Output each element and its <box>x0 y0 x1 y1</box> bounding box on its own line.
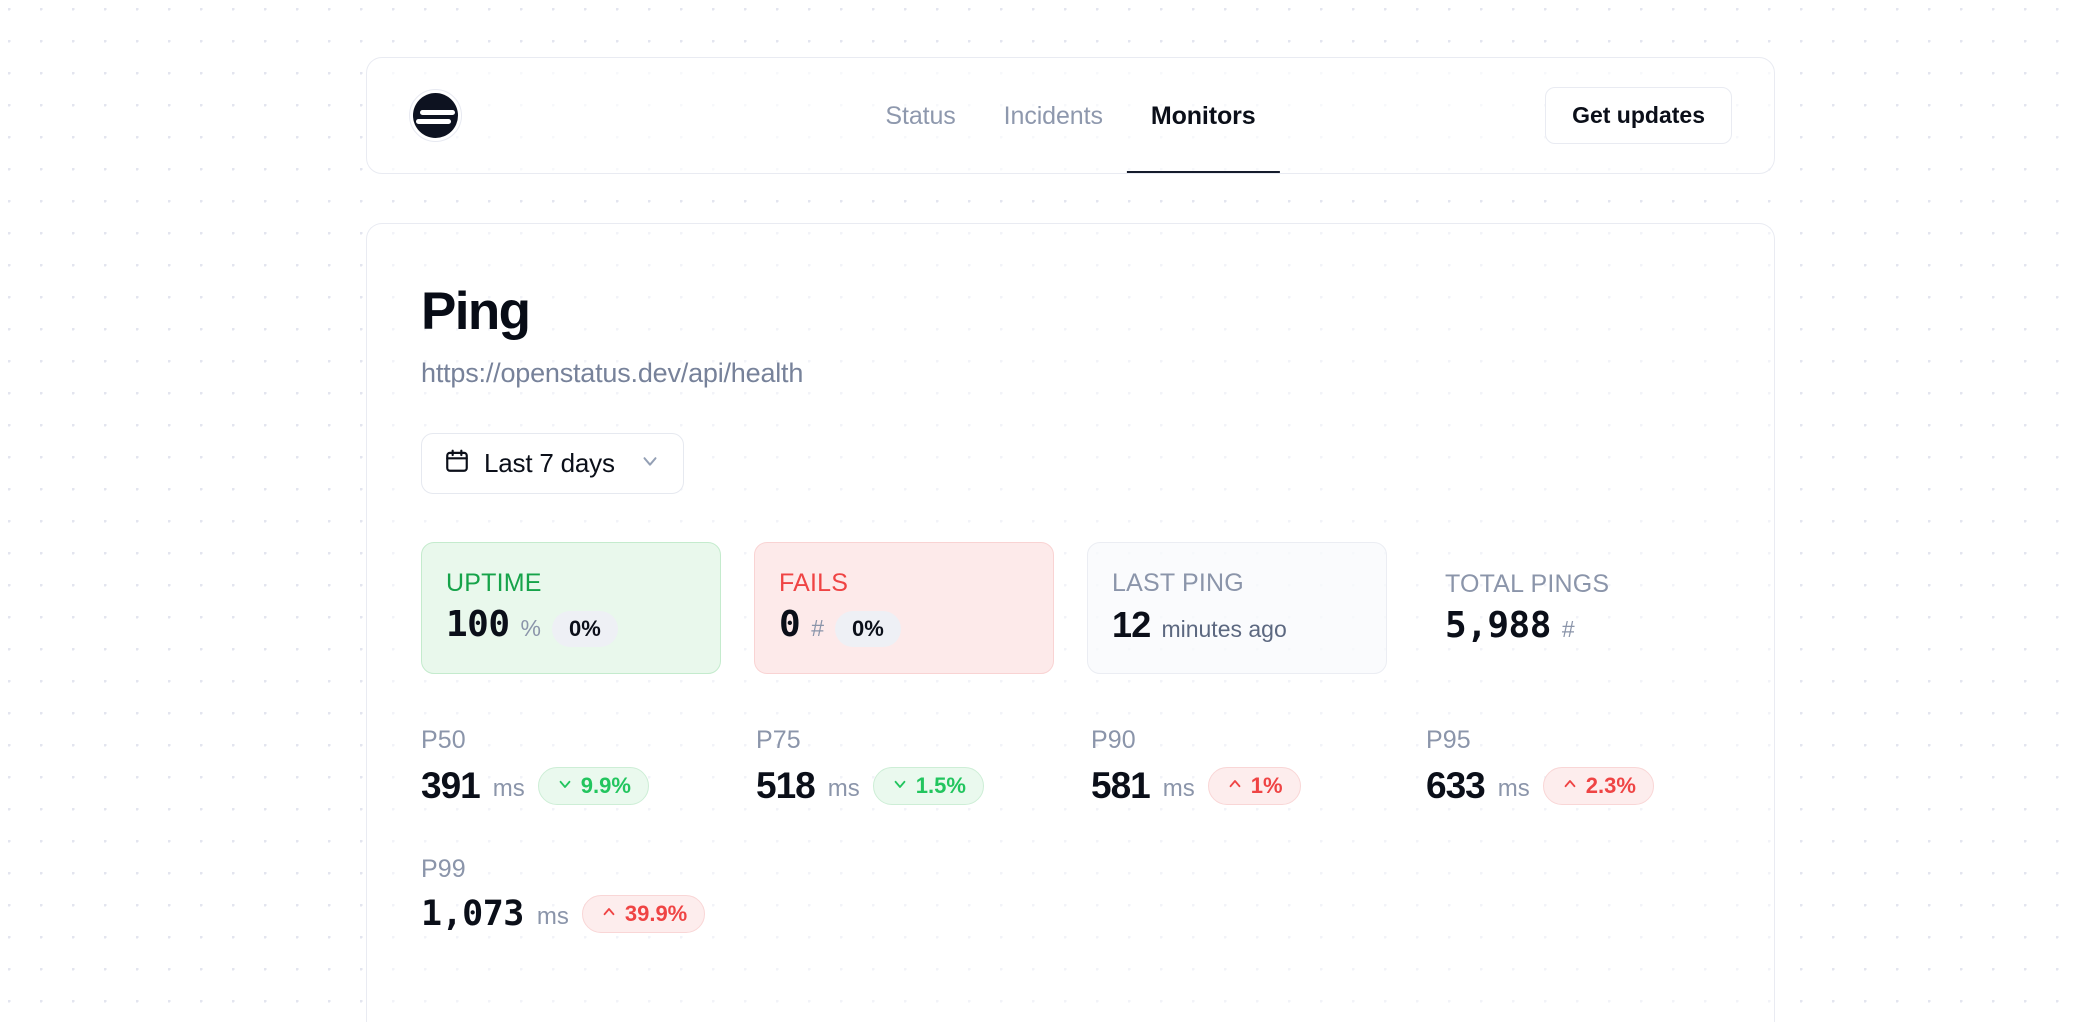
stat-number-last-ping: 12 <box>1112 604 1151 646</box>
percentile-delta-label-p75: 1.5% <box>915 772 966 798</box>
stat-value-last-ping: 12 minutes ago <box>1112 604 1362 646</box>
stat-badge-fails: 0% <box>834 610 901 647</box>
percentile-delta-label-p90: 1% <box>1250 772 1283 798</box>
openstatus-logo-icon[interactable] <box>409 89 462 142</box>
percentile-unit-p75: ms <box>827 774 860 802</box>
percentile-p50: P50 391 ms 9.9% <box>421 726 756 807</box>
primary-nav: Status Incidents Monitors <box>861 58 1280 173</box>
percentile-label-p75: P75 <box>756 725 801 754</box>
chevron-down-icon <box>556 775 574 797</box>
chevron-up-icon <box>1561 775 1579 797</box>
percentile-value-p50: 391 <box>421 764 481 806</box>
stat-label-uptime: UPTIME <box>446 568 542 597</box>
percentile-unit-p50: ms <box>492 774 525 802</box>
percentile-p90: P90 581 ms 1% <box>1091 726 1426 807</box>
stat-unit-fails: # <box>811 614 824 641</box>
percentile-delta-p95: 2.3% <box>1542 766 1654 805</box>
calendar-icon <box>444 448 470 479</box>
percentile-value-p90: 581 <box>1091 764 1151 806</box>
page-title: Ping <box>421 282 531 341</box>
stat-number-fails: 0 <box>779 603 801 645</box>
tab-monitors-label: Monitors <box>1150 102 1256 130</box>
percentile-value-p99: 1,073 <box>421 893 524 934</box>
site-header: Status Incidents Monitors Get updates <box>366 57 1775 174</box>
percentile-value-p95: 633 <box>1426 764 1486 806</box>
stat-card-fails: FAILS 0 # 0% <box>754 541 1054 674</box>
stat-card-last-ping: LAST PING 12 minutes ago <box>1087 541 1387 674</box>
percentile-delta-p90: 1% <box>1207 766 1301 805</box>
percentile-label-p50: P50 <box>421 725 466 754</box>
logo-mark <box>413 93 458 138</box>
percentile-p95: P95 633 ms 2.3% <box>1426 726 1761 807</box>
percentile-p75: P75 518 ms 1.5% <box>756 726 1091 807</box>
chevron-down-icon <box>891 775 909 797</box>
stat-card-uptime: UPTIME 100 % 0% <box>421 541 721 674</box>
percentile-label-p99: P99 <box>421 854 466 883</box>
percentile-unit-p90: ms <box>1162 774 1195 802</box>
stat-label-last-ping: LAST PING <box>1112 569 1244 598</box>
chevron-down-icon <box>639 450 661 477</box>
stat-label-fails: FAILS <box>779 568 849 597</box>
percentile-unit-p95: ms <box>1497 774 1530 802</box>
stat-unit-last-ping: minutes ago <box>1161 616 1287 643</box>
tab-status[interactable]: Status <box>861 58 979 173</box>
percentile-label-p90: P90 <box>1091 725 1136 754</box>
stat-value-total-pings: 5,988 # <box>1445 605 1695 646</box>
stat-number-uptime: 100 <box>446 603 510 645</box>
percentile-delta-label-p50: 9.9% <box>580 772 631 798</box>
percentile-delta-p75: 1.5% <box>872 766 984 805</box>
percentile-delta-label-p95: 2.3% <box>1585 772 1636 798</box>
summary-stats-row: UPTIME 100 % 0% FAILS 0 # 0% LAST PING 1… <box>421 541 1720 674</box>
percentile-delta-p99: 39.9% <box>581 894 706 933</box>
chevron-up-icon <box>600 903 618 925</box>
tab-incidents[interactable]: Incidents <box>980 58 1127 173</box>
percentile-delta-p50: 9.9% <box>537 766 649 805</box>
get-updates-button[interactable]: Get updates <box>1545 87 1732 144</box>
stat-label-total-pings: TOTAL PINGS <box>1445 569 1610 598</box>
percentile-p99: P99 1,073 ms 39.9% <box>421 855 756 934</box>
percentile-unit-p99: ms <box>536 902 569 930</box>
stat-unit-uptime: % <box>520 614 541 641</box>
stat-value-fails: 0 # 0% <box>779 604 1029 647</box>
tab-monitors[interactable]: Monitors <box>1126 58 1280 173</box>
date-range-label: Last 7 days <box>484 447 615 478</box>
percentile-value-p75: 518 <box>756 764 816 806</box>
stat-number-total-pings: 5,988 <box>1445 604 1551 646</box>
monitor-url: https://openstatus.dev/api/health <box>421 357 804 388</box>
percentile-grid: P50 391 ms 9.9% P75 518 ms <box>421 726 1720 934</box>
tab-incidents-label: Incidents <box>1003 102 1103 130</box>
stat-card-total-pings: TOTAL PINGS 5,988 # <box>1420 542 1720 674</box>
stat-badge-uptime: 0% <box>551 610 618 647</box>
percentile-delta-label-p99: 39.9% <box>624 900 688 926</box>
stat-unit-total-pings: # <box>1561 615 1575 642</box>
percentile-label-p95: P95 <box>1426 725 1471 754</box>
chevron-up-icon <box>1226 775 1244 797</box>
stat-value-uptime: 100 % 0% <box>446 604 696 647</box>
monitor-detail-card: Ping https://openstatus.dev/api/health L… <box>366 223 1775 1022</box>
tab-status-label: Status <box>885 102 956 130</box>
date-range-selector[interactable]: Last 7 days <box>421 432 684 494</box>
